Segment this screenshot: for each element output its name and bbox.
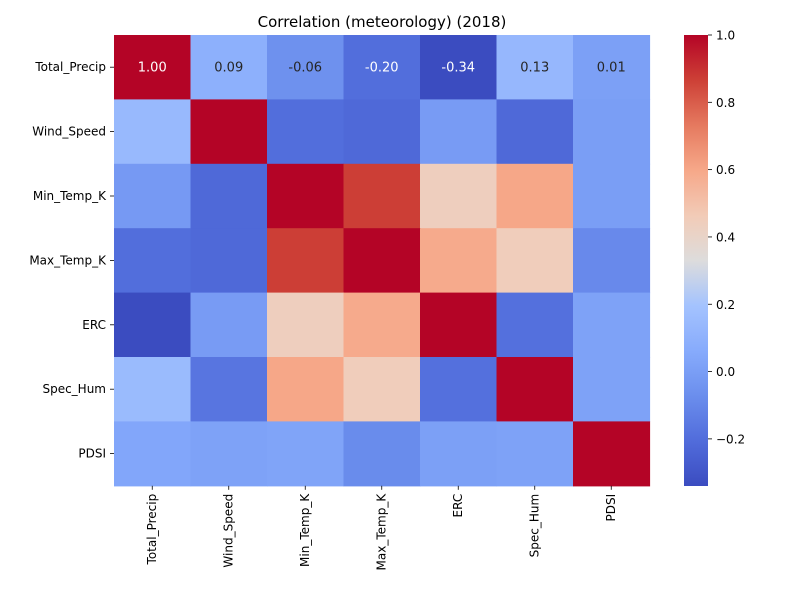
heatmap-cell bbox=[343, 357, 421, 422]
heatmap-cell bbox=[496, 357, 574, 422]
heatmap-cell bbox=[420, 228, 498, 294]
heatmap-cell bbox=[573, 163, 651, 229]
heatmap-cell bbox=[114, 228, 192, 294]
y-tick-label: Max_Temp_K bbox=[29, 253, 107, 267]
colorbar-tick-label: 0.0 bbox=[716, 365, 735, 379]
heatmap-cell bbox=[114, 357, 192, 422]
heatmap-cell bbox=[573, 292, 651, 358]
heatmap-cell bbox=[496, 228, 574, 294]
y-axis-ticks: Total_Precip Wind_Speed Min_Temp_K Max_Temp… bbox=[29, 60, 114, 461]
heatmap-cell bbox=[420, 35, 498, 100]
heatmap-cell bbox=[267, 228, 345, 294]
y-tick-label: Spec_Hum bbox=[42, 382, 106, 396]
heatmap-cell bbox=[420, 421, 498, 487]
heatmap-cell bbox=[114, 292, 192, 358]
cell-annotation: -0.20 bbox=[365, 61, 399, 76]
cell-annotation: 0.13 bbox=[520, 61, 549, 76]
heatmap-cell bbox=[190, 357, 268, 422]
heatmap-cell bbox=[190, 163, 268, 229]
heatmap-cell bbox=[496, 99, 574, 165]
x-tick-label: ERC bbox=[451, 494, 465, 518]
heatmap-cell bbox=[190, 228, 268, 294]
heatmap-cell bbox=[496, 292, 574, 358]
cell-annotation: 0.01 bbox=[597, 61, 626, 76]
x-tick-label: Total_Precip bbox=[145, 494, 159, 566]
y-tick-label: Wind_Speed bbox=[32, 125, 106, 139]
heatmap-cell bbox=[420, 292, 498, 358]
cell-annotation: -0.34 bbox=[441, 61, 475, 76]
heatmap-cell bbox=[496, 163, 574, 229]
colorbar: 1.0 0.8 0.6 0.4 0.2 0.0 −0.2 bbox=[684, 29, 745, 486]
heatmap-cell bbox=[343, 228, 421, 294]
heatmap-cell bbox=[496, 421, 574, 487]
heatmap-cell bbox=[343, 35, 421, 100]
y-tick-label: PDSI bbox=[78, 447, 106, 461]
heatmap-cell bbox=[114, 163, 192, 229]
heatmap-cell bbox=[190, 292, 268, 358]
colorbar-tick-label: −0.2 bbox=[716, 432, 745, 446]
cell-annotation: 1.00 bbox=[138, 61, 167, 76]
x-axis-ticks: Total_Precip Wind_Speed Min_Temp_K Max_Temp… bbox=[145, 485, 618, 571]
cell-annotation: -0.06 bbox=[288, 61, 322, 76]
heatmap-cell bbox=[420, 357, 498, 422]
heatmap-cell bbox=[343, 421, 421, 487]
colorbar-tick-label: 0.2 bbox=[716, 298, 735, 312]
y-tick-label: ERC bbox=[82, 318, 106, 332]
heatmap-cell bbox=[267, 292, 345, 358]
heatmap-cell bbox=[573, 99, 651, 165]
heatmap-cell bbox=[114, 99, 192, 165]
heatmap-cell bbox=[420, 163, 498, 229]
heatmap-cell bbox=[190, 99, 268, 165]
heatmap-cell bbox=[496, 35, 574, 100]
heatmap-cell bbox=[420, 99, 498, 165]
y-tick-label: Total_Precip bbox=[34, 60, 106, 74]
heatmap-cell bbox=[267, 35, 345, 100]
x-tick-label: Wind_Speed bbox=[222, 494, 236, 568]
heatmap-cell bbox=[114, 35, 192, 100]
cell-annotation: 0.09 bbox=[214, 61, 243, 76]
heatmap-cell bbox=[573, 35, 651, 100]
y-tick-label: Min_Temp_K bbox=[33, 189, 107, 203]
colorbar-tick-label: 0.6 bbox=[716, 163, 735, 177]
colorbar-tick-label: 0.8 bbox=[716, 96, 735, 110]
heatmap-cell bbox=[114, 421, 192, 487]
heatmap-cell bbox=[267, 357, 345, 422]
colorbar-gradient bbox=[684, 35, 708, 486]
heatmap-cell bbox=[267, 99, 345, 165]
x-tick-label: Spec_Hum bbox=[528, 494, 542, 558]
heatmap-cell bbox=[343, 292, 421, 358]
heatmap-cell bbox=[573, 421, 651, 487]
heatmap-cell bbox=[267, 163, 345, 229]
colorbar-tick-label: 1.0 bbox=[716, 29, 735, 43]
heatmap-cell bbox=[573, 228, 651, 294]
heatmap-cell bbox=[190, 35, 268, 100]
heatmap-cell bbox=[343, 163, 421, 229]
x-tick-label: Min_Temp_K bbox=[298, 493, 312, 567]
heatmap-cell bbox=[267, 421, 345, 487]
x-tick-label: Max_Temp_K bbox=[375, 493, 389, 571]
heatmap-cells: 1.00 0.09 -0.06 -0.20 -0.34 0.13 0.01 bbox=[114, 35, 651, 487]
chart-title: Correlation (meteorology) (2018) bbox=[258, 13, 507, 31]
heatmap-cell bbox=[573, 357, 651, 422]
colorbar-tick-label: 0.4 bbox=[716, 230, 735, 244]
x-tick-label: PDSI bbox=[604, 494, 618, 522]
heatmap-cell bbox=[190, 421, 268, 487]
heatmap-cell bbox=[343, 99, 421, 165]
